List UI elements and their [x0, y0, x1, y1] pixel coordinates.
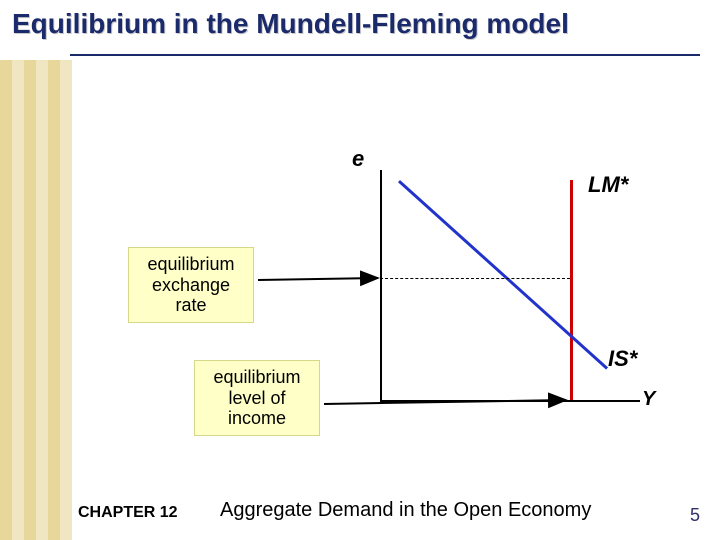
footer-chapter: CHAPTER 12	[78, 504, 178, 522]
y-axis-label: e	[352, 146, 364, 172]
equilibrium-dash-line	[380, 278, 570, 279]
is-label: IS*	[608, 346, 637, 372]
is-curve	[400, 180, 680, 183]
y-axis	[380, 170, 382, 400]
decorative-left-stripes	[0, 60, 72, 540]
x-axis	[380, 400, 640, 402]
equilibrium-income-label: equilibriumlevel ofincome	[194, 360, 320, 436]
page-number: 5	[690, 505, 700, 526]
page-title: Equilibrium in the Mundell-Fleming model	[12, 8, 569, 40]
lm-label: LM*	[588, 172, 628, 198]
footer-subtitle: Aggregate Demand in the Open Economy	[220, 499, 591, 522]
x-axis-label: Y	[642, 388, 655, 411]
lm-curve	[570, 180, 573, 400]
equilibrium-exchange-rate-label: equilibriumexchangerate	[128, 247, 254, 323]
mundell-fleming-graph: e Y LM* IS*	[380, 150, 660, 410]
slide-root: Equilibrium in the Mundell-Fleming model…	[0, 0, 720, 540]
title-rule	[70, 54, 700, 56]
